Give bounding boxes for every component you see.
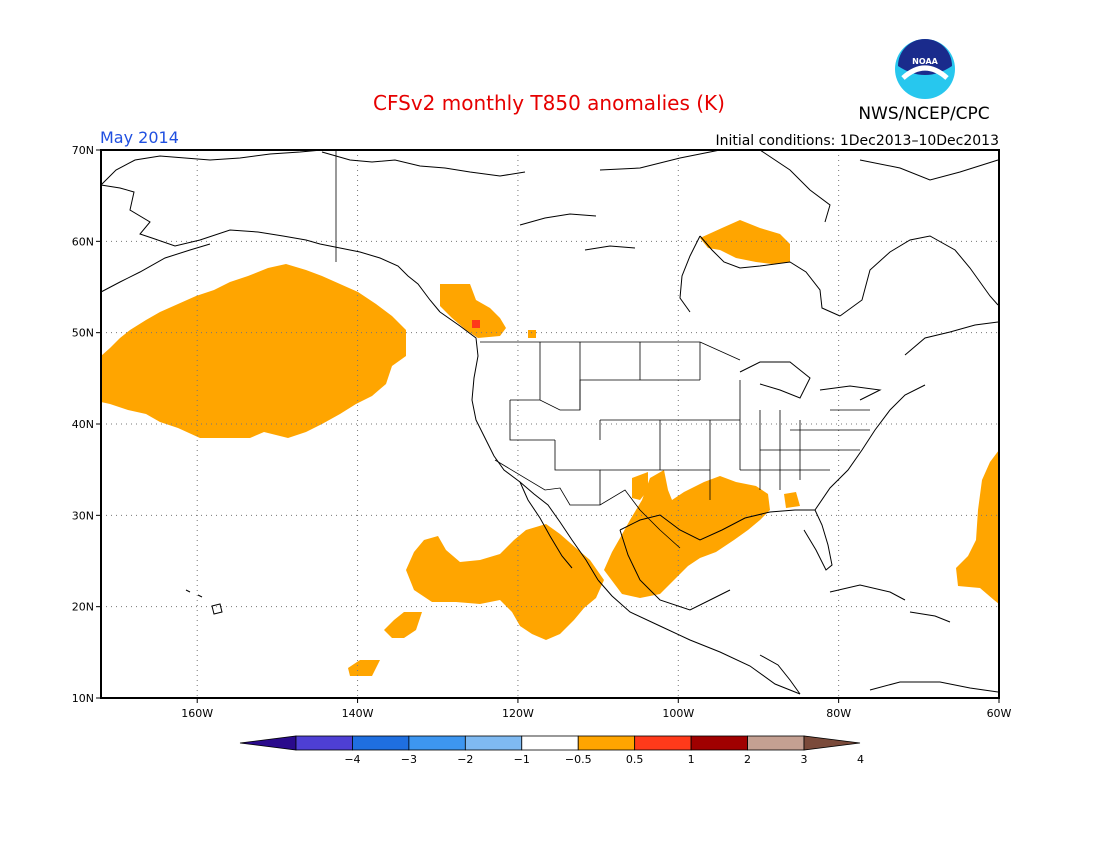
lon-tick-label: 60W — [987, 707, 1012, 720]
political-boundaries — [335, 150, 870, 549]
map-plot-area — [100, 149, 1000, 699]
lat-tick-label: 60N — [72, 235, 94, 248]
colorbar-tick-label: 4 — [857, 753, 864, 766]
initial-conditions: Initial conditions: 1Dec2013–10Dec2013 — [715, 133, 999, 149]
colorbar-tick-label: −0.5 — [565, 753, 592, 766]
lat-tick-label: 50N — [72, 327, 94, 340]
colorbar-swatch — [408, 735, 466, 751]
noaa-logo: NOAA — [895, 39, 955, 99]
anomaly-region-0-5-to-1 — [348, 660, 380, 676]
lat-tick-label: 30N — [72, 509, 94, 522]
lat-tick-label: 40N — [72, 418, 94, 431]
colorbar-legend: −4 −3 −2 −1 −0.5 0.5 1 2 3 4 — [239, 735, 864, 766]
agency-label: NWS/NCEP/CPC — [858, 104, 989, 124]
colorbar-swatch — [464, 735, 523, 751]
axis-labels: 160W 140W 120W 100W 80W 60W 10N 20N 30N 40N 50N 60N… — [72, 144, 1012, 720]
colorbar-tick-label: −1 — [514, 753, 530, 766]
anomaly-region-0-5-to-1 — [784, 492, 800, 508]
colorbar-tick-label: −2 — [457, 753, 473, 766]
colorbar-swatch — [747, 735, 805, 751]
colorbar-high-arrow — [803, 735, 861, 751]
coastlines — [100, 149, 999, 695]
anomaly-region-0-5-to-1 — [956, 450, 999, 604]
anomaly-region-0-5-to-1 — [384, 612, 422, 638]
colorbar-tick-label: 2 — [744, 753, 751, 766]
colorbar-swatch — [352, 735, 410, 751]
anomaly-region-0-5-to-1 — [632, 472, 648, 500]
anomaly-region-0-5-to-1 — [101, 264, 406, 438]
lon-tick-label: 160W — [181, 707, 213, 720]
anomaly-region-1-to-2 — [472, 320, 480, 328]
lat-tick-label: 10N — [72, 692, 94, 705]
colorbar-tick-label: 1 — [688, 753, 695, 766]
anomaly-region-0-5-to-1 — [700, 220, 790, 264]
map-title: CFSv2 monthly T850 anomalies (K) — [373, 91, 725, 115]
lat-tick-label: 20N — [72, 601, 94, 614]
colorbar-swatch — [521, 735, 579, 751]
forecast-month: May 2014 — [100, 128, 179, 147]
anomaly-region-0-5-to-1 — [406, 524, 604, 640]
colorbar-swatch — [577, 735, 636, 751]
colorbar-swatch — [634, 735, 692, 751]
lon-tick-label: 120W — [502, 707, 534, 720]
lon-tick-label: 80W — [826, 707, 851, 720]
colorbar-swatch — [295, 735, 353, 751]
colorbar-tick-label: −3 — [401, 753, 417, 766]
colorbar-low-arrow — [239, 735, 297, 751]
lon-tick-label: 140W — [342, 707, 374, 720]
colorbar-swatch — [690, 735, 748, 751]
colorbar-tick-label: 0.5 — [626, 753, 644, 766]
noaa-logo-text: NOAA — [912, 57, 938, 66]
colorbar-tick-label: −4 — [344, 753, 360, 766]
anomaly-region-0-5-to-1 — [440, 284, 506, 338]
colorbar-tick-label: 3 — [801, 753, 808, 766]
anomaly-region-0-5-to-1 — [528, 330, 536, 338]
lat-tick-label: 70N — [72, 144, 94, 157]
lon-tick-label: 100W — [662, 707, 694, 720]
